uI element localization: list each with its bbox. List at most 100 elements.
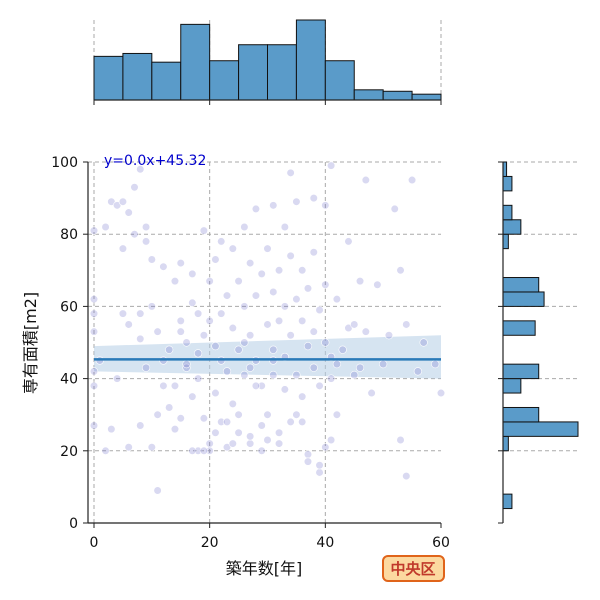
data-point	[141, 237, 151, 246]
data-point	[240, 338, 249, 347]
data-point	[257, 269, 266, 279]
data-point	[170, 277, 180, 286]
data-point	[280, 222, 289, 232]
data-point	[246, 363, 255, 372]
data-point	[309, 363, 318, 372]
data-point	[228, 323, 237, 333]
data-point	[153, 327, 162, 336]
x-tick-label: 20	[201, 535, 219, 551]
data-point	[136, 421, 145, 430]
data-point	[321, 280, 330, 289]
data-point	[176, 327, 185, 336]
data-point	[263, 435, 272, 445]
data-point	[355, 277, 365, 286]
data-point	[118, 197, 128, 206]
x-histogram	[93, 19, 442, 105]
data-point	[263, 410, 272, 419]
y-hist-bar	[502, 175, 513, 192]
data-point	[165, 345, 174, 354]
data-point	[194, 374, 203, 383]
data-point	[321, 443, 330, 452]
data-point	[159, 381, 168, 390]
scatter-points	[89, 161, 446, 495]
data-point	[222, 417, 232, 427]
ward-badge: 中央区	[382, 555, 445, 582]
data-point	[89, 381, 99, 390]
data-point	[194, 349, 203, 358]
data-point	[217, 309, 226, 318]
x-hist-bar	[382, 90, 413, 101]
data-point	[269, 287, 278, 297]
data-point	[350, 320, 359, 329]
x-hist-bar	[353, 89, 384, 101]
data-point	[222, 291, 232, 300]
data-point	[257, 421, 266, 430]
y-hist-bar	[502, 204, 513, 221]
data-point	[327, 374, 336, 383]
data-point	[240, 370, 249, 380]
data-point	[361, 175, 370, 185]
y-hist-bar	[502, 435, 509, 452]
data-point	[176, 414, 185, 423]
y-hist-bar	[502, 233, 509, 250]
data-point	[228, 439, 237, 448]
data-point	[396, 266, 405, 275]
data-point	[89, 421, 99, 430]
data-point	[251, 381, 261, 390]
data-point	[182, 338, 191, 347]
data-point	[298, 266, 307, 275]
data-point	[165, 403, 174, 412]
data-point	[286, 168, 295, 177]
data-point	[303, 450, 313, 459]
data-point	[136, 165, 145, 174]
data-point	[269, 370, 278, 380]
data-point	[263, 320, 272, 329]
ward-badge-box	[382, 555, 445, 582]
data-point	[373, 280, 382, 289]
data-point	[246, 258, 255, 268]
data-point	[170, 381, 180, 390]
data-point	[396, 435, 405, 445]
data-point	[269, 201, 278, 210]
data-point	[188, 446, 197, 455]
data-point	[124, 443, 133, 452]
data-point	[361, 327, 370, 336]
y-hist-bar	[502, 378, 522, 394]
data-point	[315, 381, 324, 390]
data-point	[263, 244, 272, 253]
data-point	[338, 345, 347, 354]
data-point	[246, 439, 255, 448]
data-point	[234, 277, 243, 286]
data-point	[315, 468, 324, 477]
data-point	[101, 222, 110, 232]
data-point	[101, 446, 110, 455]
data-point	[402, 320, 411, 329]
data-point	[141, 222, 151, 232]
x-hist-bar	[209, 60, 240, 101]
data-point	[118, 244, 128, 253]
data-point	[199, 446, 208, 455]
y-tick-label: 20	[60, 444, 78, 460]
x-hist-bar	[122, 52, 153, 101]
grid	[88, 161, 441, 523]
data-point	[170, 425, 180, 434]
data-point	[292, 370, 301, 380]
ward-badge-label: 中央区	[390, 560, 435, 578]
data-point	[280, 302, 289, 311]
data-point	[217, 237, 226, 246]
data-point	[130, 230, 139, 239]
data-point	[355, 363, 365, 372]
data-point	[298, 417, 307, 427]
data-point	[234, 410, 243, 419]
data-point	[188, 269, 197, 279]
data-point	[89, 226, 99, 235]
data-point	[274, 316, 284, 325]
data-point	[292, 295, 301, 304]
data-point	[222, 443, 232, 452]
data-point	[107, 197, 116, 206]
data-point	[309, 194, 318, 203]
data-point	[286, 251, 295, 260]
data-point	[176, 258, 185, 268]
data-point	[240, 302, 249, 311]
